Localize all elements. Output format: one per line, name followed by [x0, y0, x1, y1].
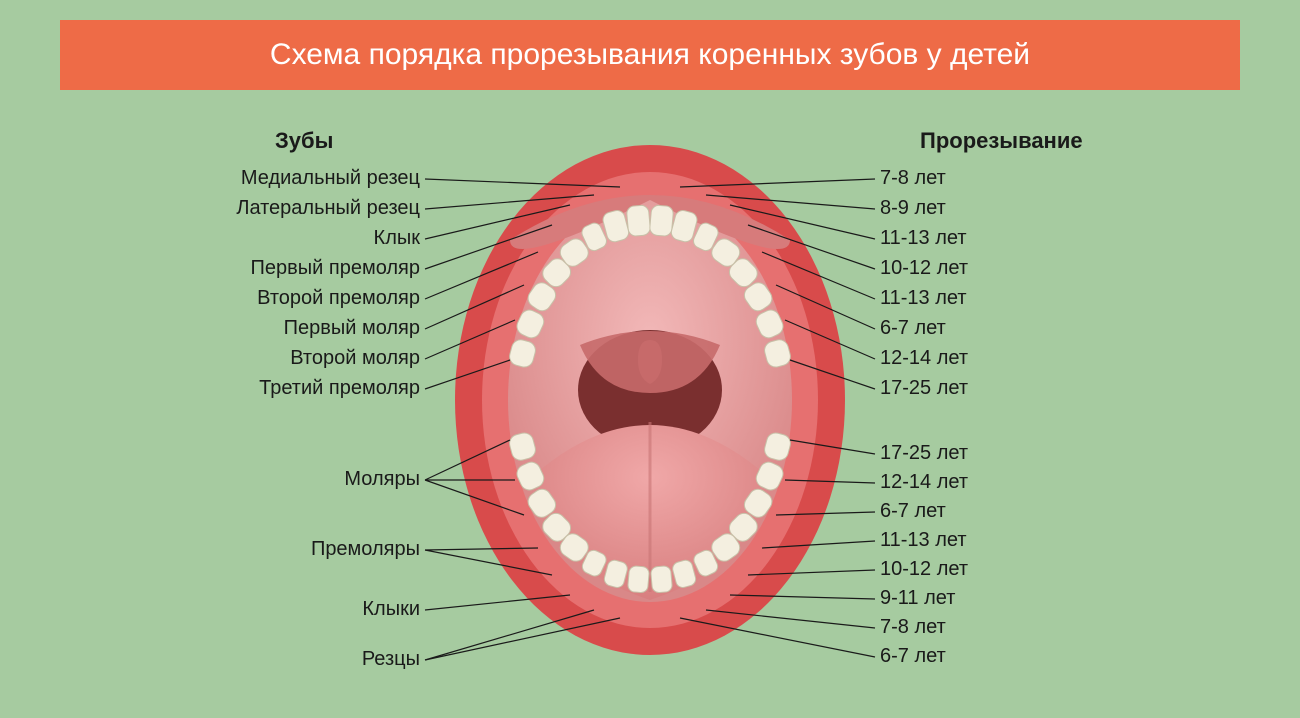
mouth-illustration: [450, 140, 850, 660]
eruption-age-lower-0: 17-25 лет: [880, 442, 968, 465]
tooth-name-upper-0: Медиальный резец: [241, 167, 420, 190]
tooth-name-upper-2: Клык: [374, 227, 420, 250]
eruption-age-lower-7: 6-7 лет: [880, 645, 946, 668]
eruption-age-lower-1: 12-14 лет: [880, 471, 968, 494]
tooth-group-3: Резцы: [362, 648, 420, 671]
right-column-header: Прорезывание: [920, 128, 1083, 154]
eruption-age-lower-4: 10-12 лет: [880, 558, 968, 581]
eruption-age-upper-3: 10-12 лет: [880, 257, 968, 280]
eruption-age-upper-4: 11-13 лет: [880, 287, 967, 310]
left-column-header: Зубы: [275, 128, 333, 154]
tooth-name-upper-3: Первый премоляр: [251, 257, 420, 280]
tooth-name-upper-6: Второй моляр: [290, 347, 420, 370]
tooth-name-upper-5: Первый моляр: [284, 317, 420, 340]
tooth-name-upper-7: Третий премоляр: [259, 377, 420, 400]
eruption-age-upper-1: 8-9 лет: [880, 197, 946, 220]
eruption-age-lower-2: 6-7 лет: [880, 500, 946, 523]
eruption-age-upper-0: 7-8 лет: [880, 167, 946, 190]
tooth-group-1: Премоляры: [311, 538, 420, 561]
title-bar: Схема порядка прорезывания коренных зубо…: [60, 20, 1240, 90]
eruption-age-upper-2: 11-13 лет: [880, 227, 967, 250]
tooth-group-0: Моляры: [344, 468, 420, 491]
eruption-age-upper-7: 17-25 лет: [880, 377, 968, 400]
eruption-age-lower-5: 9-11 лет: [880, 587, 955, 610]
tooth-name-upper-4: Второй премоляр: [257, 287, 420, 310]
eruption-age-upper-6: 12-14 лет: [880, 347, 968, 370]
eruption-age-lower-6: 7-8 лет: [880, 616, 946, 639]
tooth-name-upper-1: Латеральный резец: [236, 197, 420, 220]
title-text: Схема порядка прорезывания коренных зубо…: [270, 38, 1030, 71]
tooth-group-2: Клыки: [362, 598, 420, 621]
eruption-age-lower-3: 11-13 лет: [880, 529, 967, 552]
eruption-age-upper-5: 6-7 лет: [880, 317, 946, 340]
